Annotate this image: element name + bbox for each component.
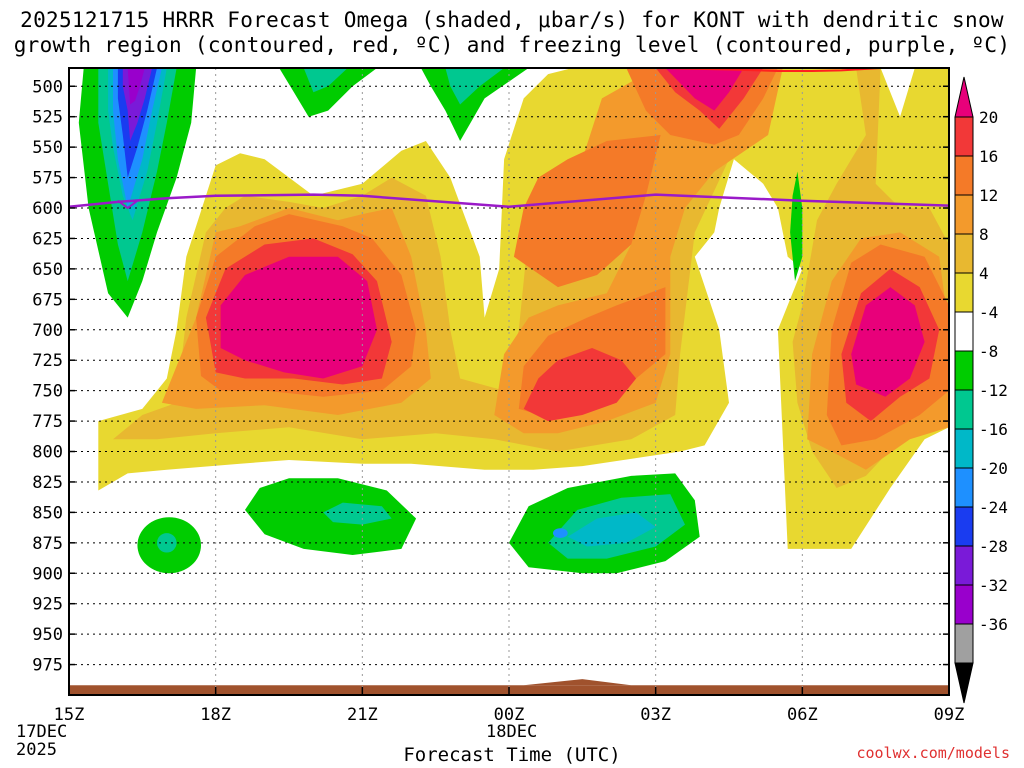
chart-title-line1: 2025121715 HRRR Forecast Omega (shaded, … (20, 8, 1004, 32)
colorbar-segment (954, 584, 974, 625)
colorbar-tick-label: -24 (979, 498, 1008, 517)
x-axis-label: Forecast Time (UTC) (403, 744, 621, 766)
colorbar-tick-label: -36 (979, 615, 1008, 634)
colorbar-segment (954, 233, 974, 274)
colorbar-tick-label: 8 (979, 225, 989, 244)
omega-shade-neg12-lower-right (567, 512, 656, 547)
colorbar-segment (954, 311, 974, 352)
omega-shade-neg8-lower-center (323, 502, 392, 525)
colorbar-tick-label: -8 (979, 342, 998, 361)
y-tick-label: 850 (32, 503, 63, 523)
x-tick-label: 21Z (347, 705, 378, 725)
colorbar-top-arrow (954, 76, 974, 118)
omega-shade-20-right (851, 287, 925, 397)
colorbar-tick-label: -16 (979, 420, 1008, 439)
colorbar-segment (954, 623, 974, 664)
colorbar-segment (954, 389, 974, 430)
y-tick-label: 975 (32, 656, 63, 676)
y-tick-label: 500 (32, 77, 63, 97)
y-tick-label: 825 (32, 473, 63, 493)
y-tick-label: 650 (32, 260, 63, 280)
freezing-level-dip (117, 199, 139, 210)
colorbar-segment (954, 545, 974, 586)
y-tick-label: 675 (32, 290, 63, 310)
colorbar-segment (954, 194, 974, 235)
colorbar-tick-label: -28 (979, 537, 1008, 556)
x-tick-label: 00Z (494, 705, 525, 725)
y-tick-label: 575 (32, 169, 63, 189)
x-tick-label: 09Z (934, 705, 965, 725)
omega-shade-neg4-streak (790, 171, 803, 282)
y-tick-label: 700 (32, 321, 63, 341)
y-tick-label: 725 (32, 351, 63, 371)
colorbar-segment (954, 155, 974, 196)
y-tick-label: 525 (32, 108, 63, 128)
x-tick-label: 03Z (640, 705, 671, 725)
x-tick-label: 15Z (54, 705, 85, 725)
colorbar-segment (954, 428, 974, 469)
colorbar-tick-label: 16 (979, 147, 998, 166)
omega-shade-neg8-upper-mid (445, 68, 505, 105)
y-tick-label: 925 (32, 595, 63, 615)
colorbar-segment (954, 467, 974, 508)
omega-shade-12-center-upper (513, 135, 661, 288)
omega-shade-neg8-upper-center (303, 68, 348, 93)
chart-title-line2: growth region (contoured, red, ºC) and f… (13, 33, 1011, 57)
colorbar-tick-label: -32 (979, 576, 1008, 595)
y-tick-label: 775 (32, 412, 63, 432)
x-tick-label: 18Z (200, 705, 231, 725)
y-tick-label: 750 (32, 382, 63, 402)
y-tick-label: 950 (32, 625, 63, 645)
colorbar-tick-label: 20 (979, 108, 998, 127)
freezing-level-contour (69, 193, 949, 209)
x-date-label-2025: 2025 (16, 740, 57, 760)
omega-shade-16-center (523, 348, 637, 422)
source-credit: coolwx.com/models (856, 744, 1010, 762)
omega-shade-neg16-lower-right (553, 528, 568, 538)
colorbar-segment (954, 116, 974, 157)
colorbar-segment (954, 350, 974, 391)
y-tick-label: 900 (32, 564, 63, 584)
omega-shade-neg4-upper-center (279, 68, 377, 117)
y-tick-label: 800 (32, 443, 63, 463)
colorbar-tick-label: -4 (979, 303, 998, 322)
colorbar-tick-label: 12 (979, 186, 998, 205)
y-tick-label: 550 (32, 138, 63, 158)
colorbar-tick-label: -12 (979, 381, 1008, 400)
colorbar-bottom-arrow (954, 662, 974, 704)
omega-shade-20-left (220, 256, 377, 379)
y-tick-label: 875 (32, 534, 63, 554)
y-tick-label: 600 (32, 199, 63, 219)
ground-bump (523, 679, 632, 686)
dgz-contour (670, 68, 881, 73)
x-date-label-17dec: 17DEC (16, 722, 68, 742)
x-tick-label: 06Z (787, 705, 818, 725)
colorbar-segment (954, 272, 974, 313)
omega-shade-20-top (665, 68, 744, 111)
colorbar-tick-label: 4 (979, 264, 989, 283)
y-tick-label: 625 (32, 229, 63, 249)
x-date-label-18dec: 18DEC (486, 722, 538, 742)
colorbar-tick-label: -20 (979, 459, 1008, 478)
colorbar-segment (954, 506, 974, 547)
